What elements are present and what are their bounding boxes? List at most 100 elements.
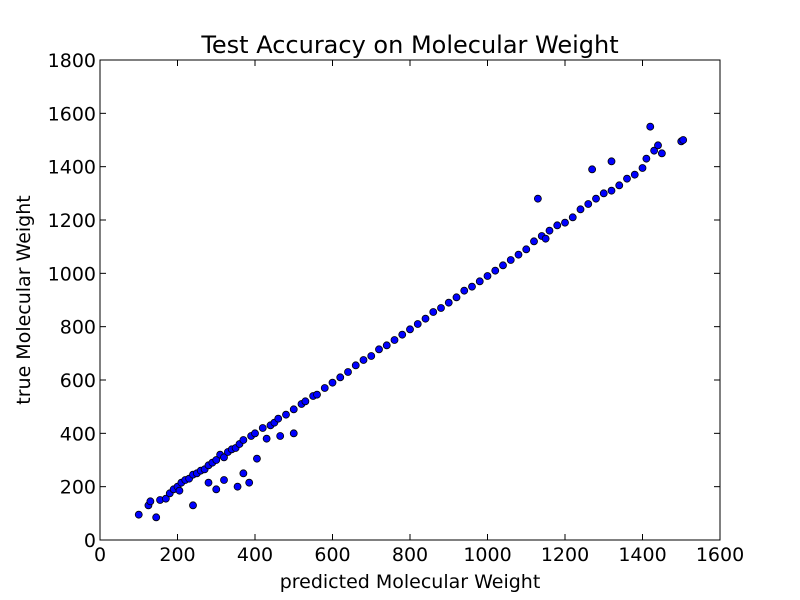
data-point <box>336 373 345 382</box>
data-point <box>406 325 414 334</box>
data-point <box>607 186 616 195</box>
data-point <box>522 245 531 254</box>
x-tick-label: 1600 <box>696 544 744 566</box>
y-tick-label: 1200 <box>48 210 96 232</box>
x-tick-label: 600 <box>314 544 350 566</box>
x-tick-label: 1000 <box>463 544 511 566</box>
data-point <box>220 476 228 484</box>
data-point <box>382 341 391 350</box>
data-point <box>646 122 655 131</box>
data-point <box>258 424 267 432</box>
data-point <box>328 378 337 387</box>
data-point <box>561 218 569 227</box>
x-tick-label: 800 <box>392 544 428 566</box>
data-point <box>444 298 453 307</box>
data-point <box>514 250 523 259</box>
data-point <box>657 149 666 158</box>
data-point <box>638 164 647 172</box>
data-point <box>398 330 407 339</box>
data-point <box>233 482 242 491</box>
data-point <box>607 157 616 166</box>
data-point <box>650 146 659 155</box>
data-point <box>320 384 329 392</box>
data-point <box>452 293 461 302</box>
x-tick-label: 1200 <box>541 544 589 566</box>
data-point <box>289 405 298 414</box>
plot-area <box>100 60 720 540</box>
data-point <box>584 200 593 208</box>
data-point <box>239 436 248 444</box>
data-point <box>390 336 399 344</box>
data-point <box>152 513 161 522</box>
data-point <box>623 174 631 183</box>
data-point <box>506 256 515 264</box>
y-tick-label: 0 <box>84 530 96 552</box>
data-point <box>437 304 445 312</box>
data-point <box>204 478 213 487</box>
data-point <box>245 478 254 487</box>
data-point <box>220 453 228 462</box>
y-tick-label: 1000 <box>48 263 96 285</box>
y-axis-label: true Molecular Weight <box>13 195 35 404</box>
data-point <box>313 390 321 399</box>
y-tick-label: 1800 <box>48 50 96 72</box>
data-point <box>483 272 492 280</box>
data-point <box>134 510 143 519</box>
data-point <box>146 497 155 506</box>
data-point <box>189 501 197 510</box>
data-points <box>134 122 688 522</box>
data-point <box>499 261 507 270</box>
x-axis-label: predicted Molecular Weight <box>280 571 541 593</box>
y-tick-label: 200 <box>60 477 96 499</box>
y-tick-label: 800 <box>60 317 96 339</box>
chart-title: Test Accuracy on Molecular Weight <box>200 31 618 59</box>
data-point <box>553 221 562 230</box>
x-tick-label: 1400 <box>618 544 666 566</box>
data-point <box>429 308 438 316</box>
data-point <box>654 141 662 150</box>
data-point <box>212 456 221 464</box>
data-point <box>359 356 368 364</box>
data-point <box>161 494 170 503</box>
data-point <box>541 234 550 243</box>
data-point <box>282 410 290 419</box>
data-point <box>276 432 285 440</box>
data-point <box>568 213 577 222</box>
data-point <box>289 429 298 438</box>
data-point <box>615 181 624 190</box>
plot-frame <box>99 59 721 541</box>
x-tick-label: 200 <box>159 544 195 566</box>
axis-ticks: 0 200 400 600 800 1000 1200 1400 1600 0 200 400 600 8… <box>48 50 745 566</box>
data-point <box>274 414 283 423</box>
data-point <box>475 277 484 286</box>
data-point <box>460 286 469 295</box>
data-point <box>253 454 261 463</box>
data-point <box>351 361 360 370</box>
data-point <box>491 266 500 275</box>
data-point <box>642 154 651 163</box>
data-point <box>251 429 259 438</box>
data-point <box>239 469 248 478</box>
x-tick-label: 0 <box>94 544 106 566</box>
data-point <box>588 165 597 174</box>
data-point <box>576 205 585 214</box>
data-point <box>545 226 554 235</box>
data-point <box>262 434 271 443</box>
data-point <box>679 136 688 144</box>
data-point <box>630 170 639 179</box>
y-tick-label: 400 <box>60 423 96 445</box>
data-point <box>533 194 542 203</box>
data-point <box>344 368 352 376</box>
data-point <box>592 194 600 203</box>
y-tick-label: 1600 <box>48 103 96 125</box>
data-point <box>212 485 221 494</box>
data-point <box>301 397 310 406</box>
y-tick-label: 1400 <box>48 157 96 179</box>
data-point <box>421 314 430 323</box>
data-point <box>530 237 538 246</box>
data-point <box>413 320 422 328</box>
x-tick-label: 400 <box>237 544 273 566</box>
data-point <box>468 282 476 291</box>
data-point <box>175 486 184 495</box>
